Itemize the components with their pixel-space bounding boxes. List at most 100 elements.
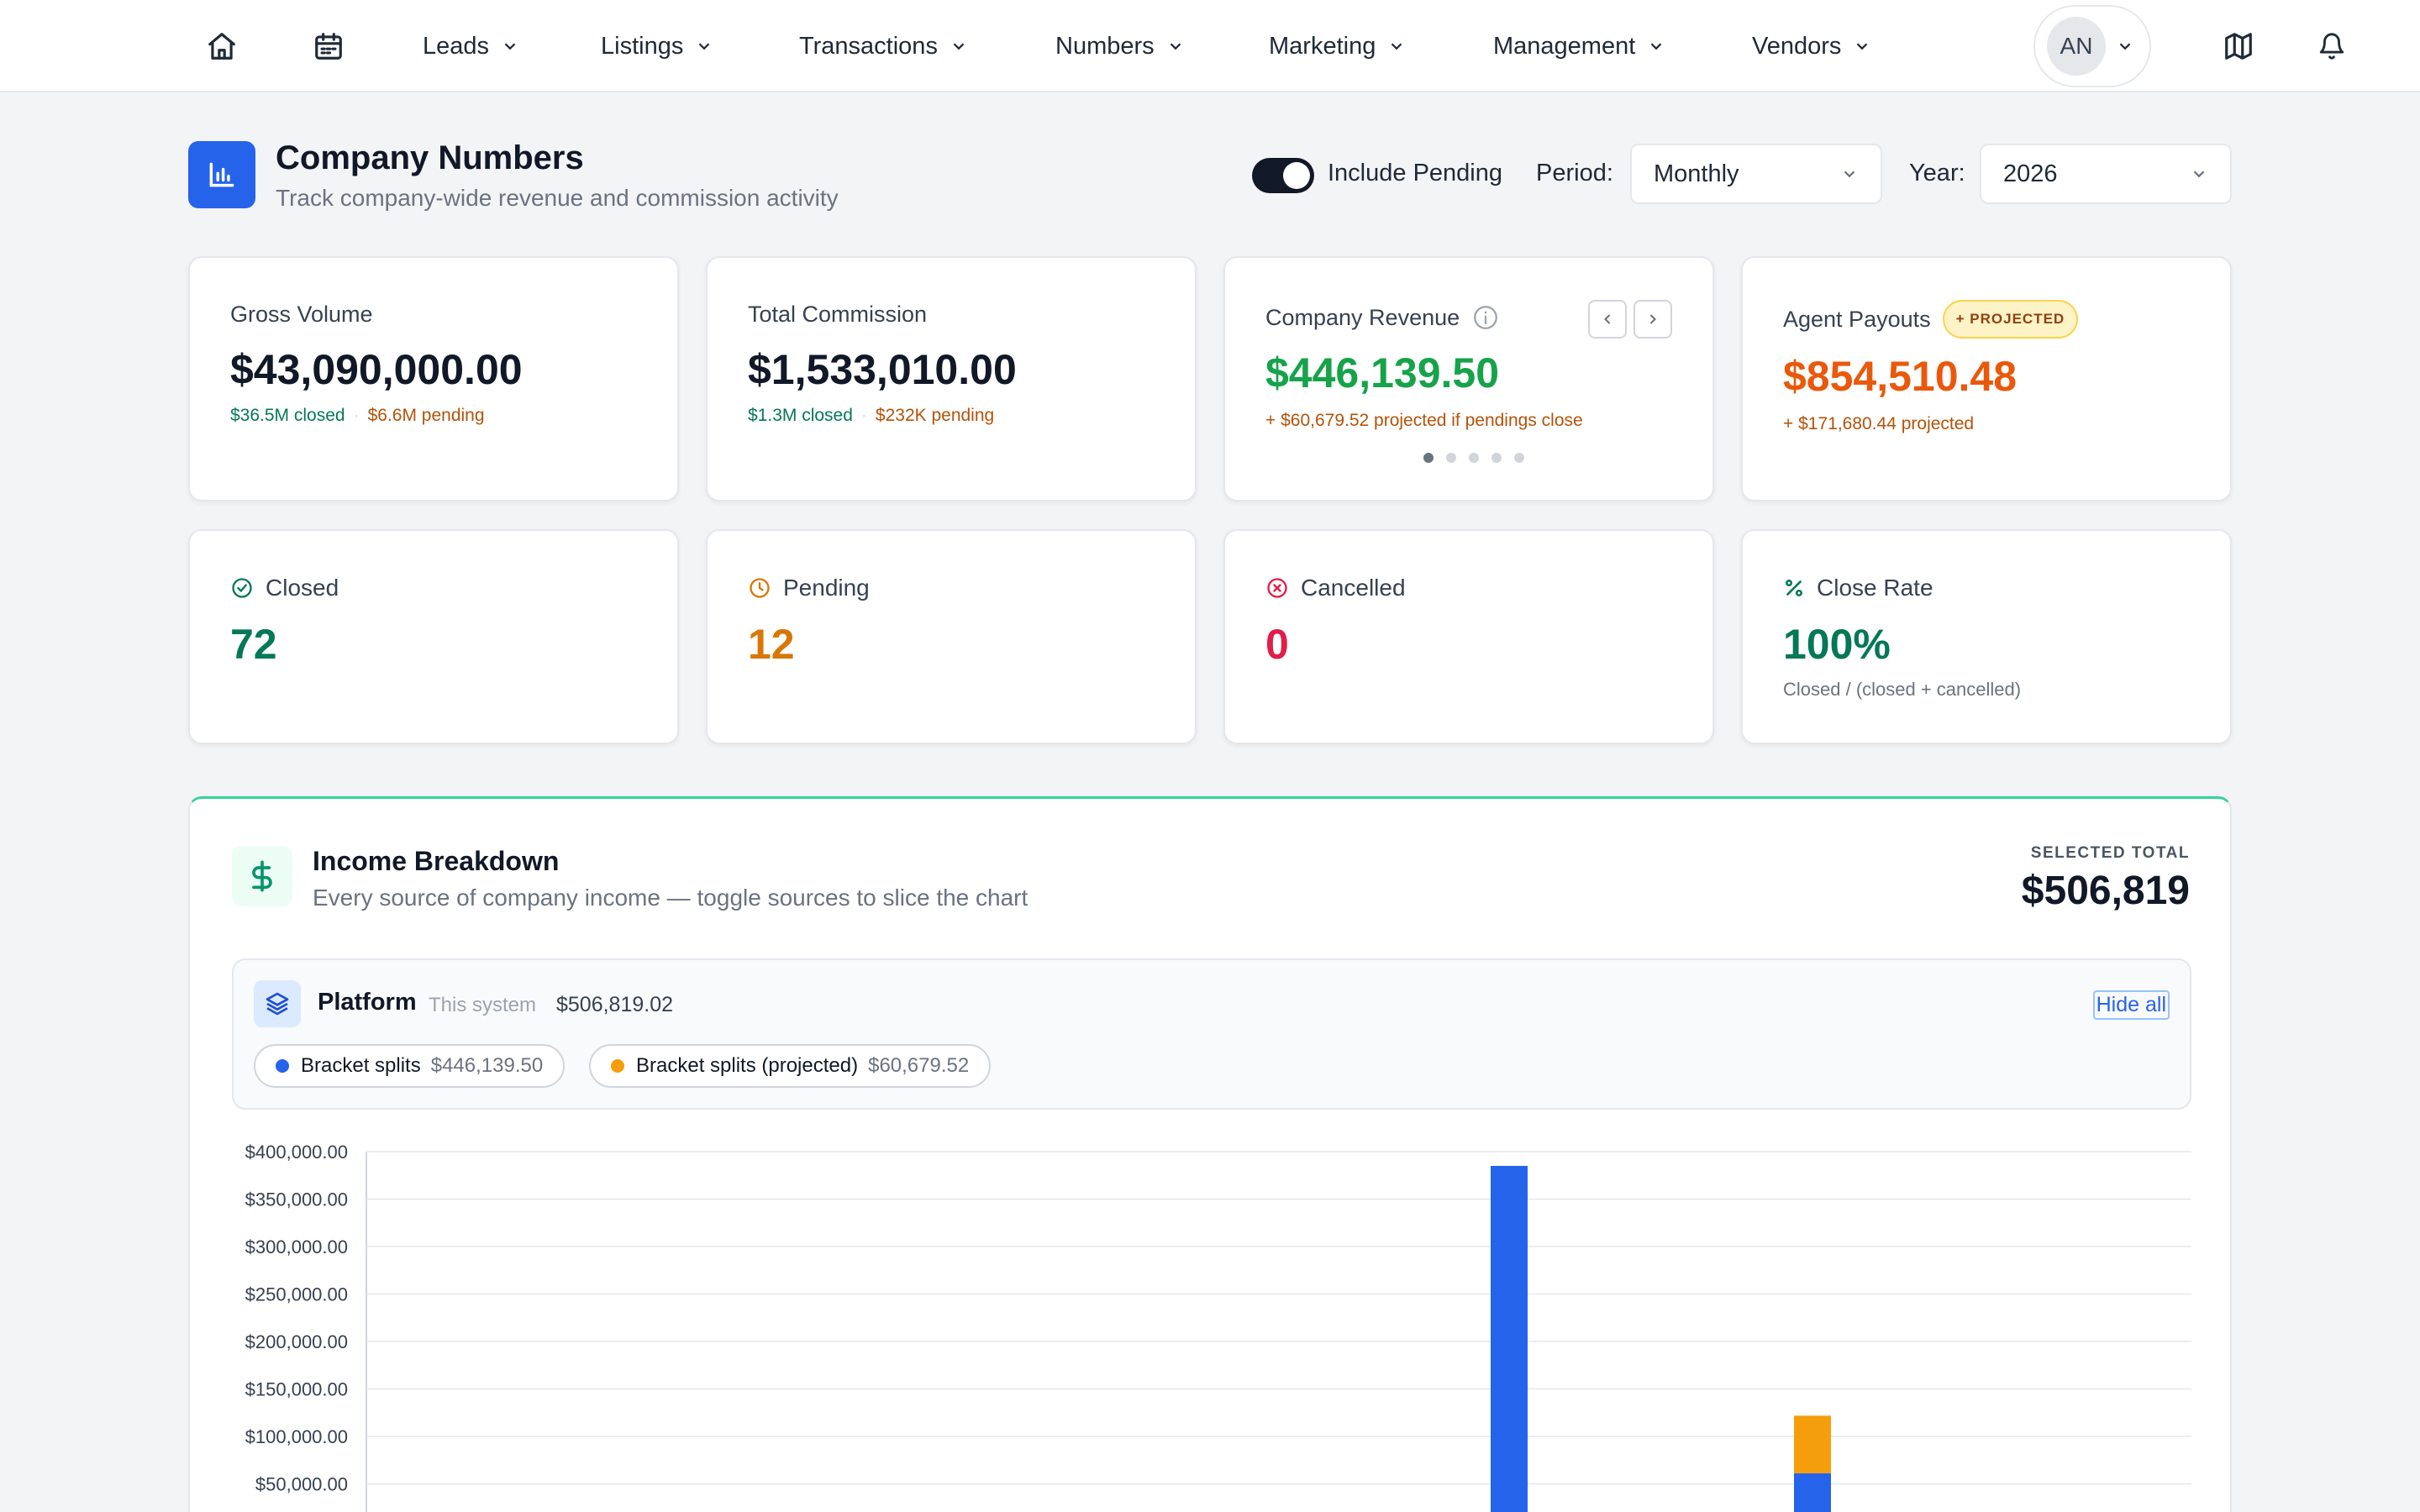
nav-transactions[interactable]: Transactions (799, 0, 968, 92)
pending-value: 12 (748, 621, 795, 668)
company-revenue-value: $446,139.50 (1265, 349, 1500, 396)
chip-label: Bracket splits (projected) (636, 1054, 859, 1077)
include-pending-label: Include Pending (1328, 160, 1502, 186)
page-subtitle: Track company-wide revenue and commissio… (276, 185, 839, 211)
chevron-down-icon (2119, 43, 2131, 50)
agent-payouts-card: Agent Payouts + PROJECTED $854,510.48 + … (1741, 256, 2232, 501)
gross-volume-breakdown: $36.5M closed · $6.6M pending (230, 406, 485, 425)
avatar: AN (2047, 17, 2106, 76)
cancelled-label: Cancelled (1301, 575, 1406, 601)
check-circle-icon (232, 578, 252, 598)
info-icon[interactable] (1471, 303, 1500, 332)
total-commission-breakdown: $1.3M closed · $232K pending (748, 406, 995, 425)
chevron-down-icon (1857, 43, 1868, 50)
bar-sep-series-1[interactable] (1794, 1415, 1831, 1473)
income-subtitle: Every source of company income — toggle … (313, 885, 1028, 911)
platform-total: $506,819.02 (556, 993, 674, 1016)
dollar-icon (232, 846, 292, 906)
company-revenue-header: Company Revenue (1265, 303, 1500, 332)
chip-label: Bracket splits (301, 1054, 421, 1077)
pager-dot[interactable] (1423, 453, 1434, 463)
page-title: Company Numbers (276, 139, 584, 176)
chevron-down-icon (699, 43, 710, 50)
nav-management[interactable]: Management (1493, 0, 1665, 92)
bar-jul-series-0[interactable] (1491, 1165, 1528, 1512)
chip-amount: $60,679.52 (868, 1054, 970, 1077)
year-label: Year: (1909, 160, 1965, 186)
x-circle-icon (1267, 578, 1287, 598)
pager-dot[interactable] (1514, 453, 1524, 463)
nav-listings[interactable]: Listings (601, 0, 713, 92)
gross-volume-label: Gross Volume (230, 302, 373, 327)
income-title: Income Breakdown (313, 846, 560, 876)
home-icon[interactable] (203, 27, 241, 66)
calendar-icon[interactable] (309, 27, 348, 66)
agent-payouts-label: Agent Payouts (1783, 306, 1931, 332)
period-value: Monthly (1654, 160, 1739, 187)
layers-icon (254, 980, 301, 1027)
card-pager (1423, 453, 1537, 463)
cancelled-header: Cancelled (1265, 575, 1406, 601)
selected-total-value: $506,819 (2021, 869, 2190, 913)
pager-dot[interactable] (1446, 453, 1456, 463)
closed-amount: $36.5M closed (230, 406, 345, 425)
cancelled-value: 0 (1265, 621, 1289, 668)
closed-label: Closed (266, 575, 339, 601)
y-tick-label: $150,000.00 (245, 1379, 348, 1400)
close-rate-formula: Closed / (closed + cancelled) (1783, 679, 2022, 700)
agent-payouts-value: $854,510.48 (1783, 353, 2018, 400)
map-icon[interactable] (2219, 27, 2258, 66)
chevron-down-icon (953, 43, 965, 50)
nav-transactions-label: Transactions (799, 32, 938, 60)
pending-amount: $6.6M pending (367, 406, 485, 425)
pager-dot[interactable] (1469, 453, 1479, 463)
chevron-left-icon (1604, 314, 1611, 324)
source-chip-bracket-splits[interactable]: Bracket splits $446,139.50 (254, 1044, 566, 1088)
platform-source-group: Platform This system $506,819.02 Hide al… (232, 958, 2191, 1110)
nav-marketing[interactable]: Marketing (1269, 0, 1406, 92)
nav-leads[interactable]: Leads (423, 0, 519, 92)
source-chip-bracket-splits-projected[interactable]: Bracket splits (projected) $60,679.52 (589, 1044, 992, 1088)
nav-leads-label: Leads (423, 32, 490, 60)
include-pending-toggle[interactable] (1252, 158, 1314, 193)
income-breakdown-panel: Income Breakdown Every source of company… (188, 796, 2232, 1512)
user-menu-button[interactable]: AN (2033, 5, 2151, 87)
company-revenue-label: Company Revenue (1265, 304, 1460, 330)
income-chart: $400,000.00 $350,000.00 $300,000.00 $250,00… (245, 1142, 2191, 1512)
platform-system-label: This system (429, 994, 537, 1016)
nav-numbers-label: Numbers (1055, 32, 1155, 60)
total-commission-card: Total Commission $1,533,010.00 $1.3M clo… (706, 256, 1197, 501)
period-select[interactable]: Monthly (1630, 144, 1882, 204)
clock-icon (750, 578, 770, 598)
toggle-knob (1283, 162, 1310, 189)
chevron-right-icon (1649, 314, 1656, 324)
bell-icon[interactable] (2312, 27, 2351, 66)
close-rate-label: Close Rate (1817, 575, 1933, 601)
chevron-down-icon (504, 43, 516, 50)
pending-card: Pending 12 (706, 529, 1197, 744)
y-tick-label: $400,000.00 (245, 1142, 348, 1163)
y-tick-label: $200,000.00 (245, 1331, 348, 1352)
chevron-down-icon (1392, 43, 1402, 50)
chart-icon (188, 141, 255, 208)
bar-sep-series-0[interactable] (1794, 1473, 1831, 1512)
chevron-down-icon (1170, 43, 1181, 50)
year-select[interactable]: 2026 (1980, 144, 2232, 204)
projected-badge: + PROJECTED (1942, 300, 2079, 339)
platform-name: Platform (318, 989, 417, 1016)
nav-numbers[interactable]: Numbers (1055, 0, 1185, 92)
agent-payouts-projected: + $171,680.44 projected (1783, 414, 1975, 433)
close-rate-value: 100% (1783, 621, 1891, 668)
gross-volume-card: Gross Volume $43,090,000.00 $36.5M close… (188, 256, 679, 501)
next-button[interactable] (1634, 300, 1672, 339)
pager-dot[interactable] (1491, 453, 1502, 463)
closed-header: Closed (230, 575, 339, 601)
legend-dot (276, 1059, 289, 1073)
selected-total-label: SELECTED TOTAL (2030, 844, 2190, 862)
hide-all-button[interactable]: Hide all (2092, 990, 2170, 1020)
prev-button[interactable] (1588, 300, 1627, 339)
period-label: Period: (1536, 160, 1613, 186)
y-tick-label: $100,000.00 (245, 1426, 348, 1447)
legend-dot (611, 1059, 624, 1073)
nav-vendors[interactable]: Vendors (1752, 0, 1871, 92)
